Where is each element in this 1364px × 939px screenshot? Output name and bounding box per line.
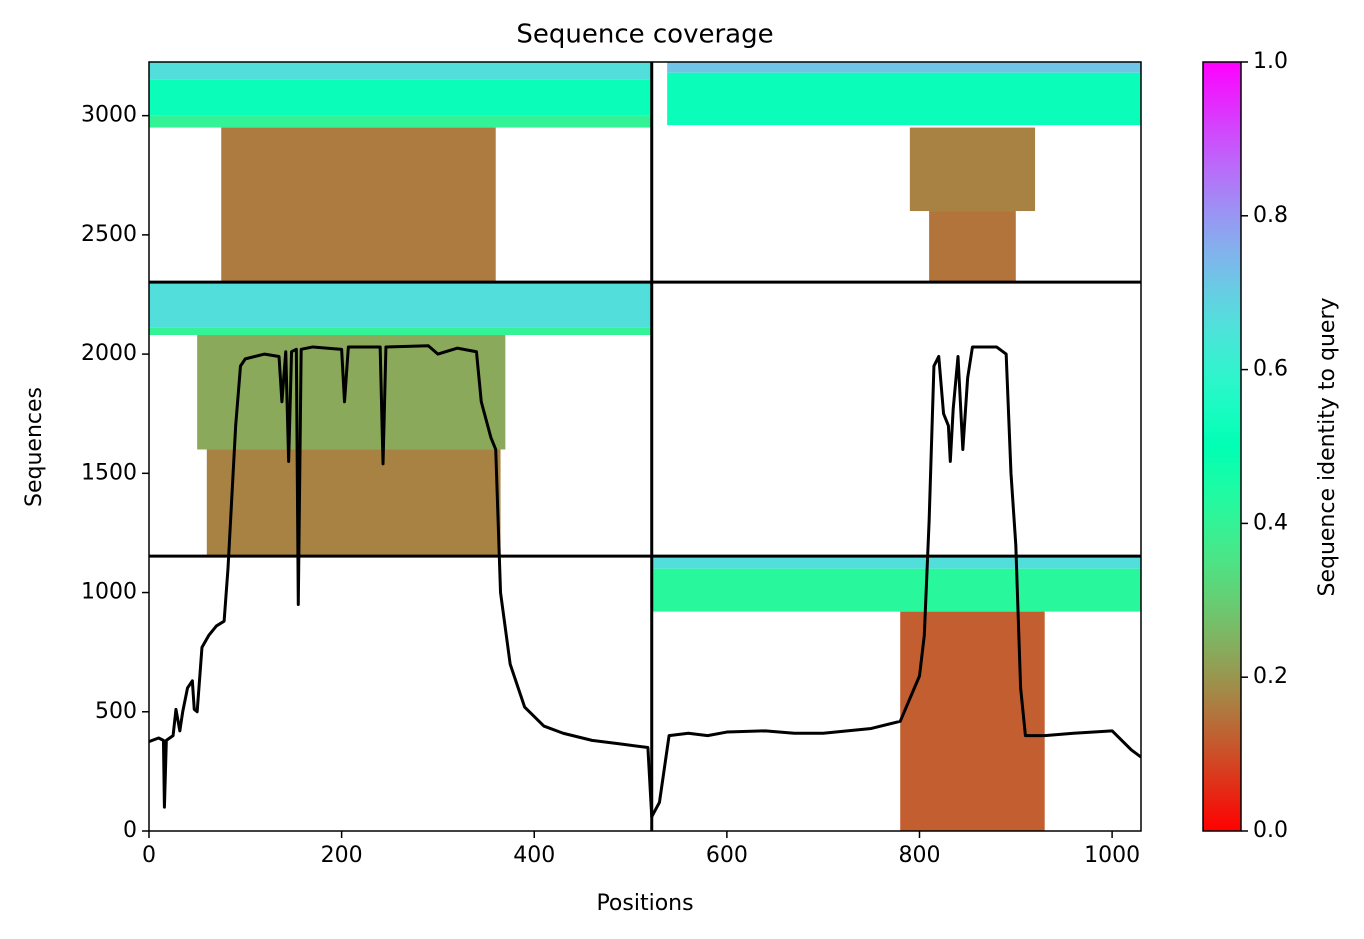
coverage-block [149, 327, 652, 336]
coverage-block [909, 127, 1036, 212]
coverage-line [149, 344, 1141, 819]
y-tick-label: 0 [123, 818, 137, 843]
colorbar-tick-label: 0.6 [1253, 357, 1288, 382]
x-axis-label: Positions [596, 891, 693, 916]
x-tick-label: 800 [898, 843, 940, 868]
coverage-block [197, 335, 506, 450]
y-tick-label: 3000 [81, 103, 137, 128]
y-tick-label: 500 [95, 699, 137, 724]
x-tick-label: 0 [142, 843, 156, 868]
y-axis-label: Sequences [22, 387, 47, 507]
chart-title: Sequence coverage [516, 20, 773, 50]
coverage-block [149, 282, 652, 328]
coverage-block [206, 449, 501, 557]
coverage-block [221, 127, 496, 283]
y-tick-label: 1000 [81, 580, 137, 605]
coverage-block [149, 79, 652, 116]
colorbar-tick-label: 1.0 [1253, 49, 1288, 74]
x-tick-label: 200 [321, 843, 363, 868]
coverage-block [651, 568, 1141, 612]
y-tick-label: 1500 [81, 460, 137, 485]
colorbar-tick-label: 0.8 [1253, 203, 1288, 228]
y-tick-label: 2000 [81, 341, 137, 366]
coverage-block [149, 62, 652, 80]
coverage-block [667, 62, 1141, 73]
colorbar-tick-label: 0.0 [1253, 818, 1288, 843]
coverage-block [929, 211, 1016, 283]
colorbar-label: Sequence identity to query [1315, 297, 1340, 596]
coverage-block [149, 115, 652, 128]
colorbar-tick-label: 0.2 [1253, 664, 1288, 689]
colorbar-tick-label: 0.4 [1253, 510, 1288, 535]
plot-area [149, 62, 1141, 831]
y-tick-label: 2500 [81, 222, 137, 247]
coverage-block [651, 556, 1141, 569]
x-tick-label: 400 [513, 843, 555, 868]
x-tick-label: 600 [706, 843, 748, 868]
plot-frame [148, 61, 1142, 832]
colorbar [1202, 61, 1242, 832]
x-tick-label: 1000 [1084, 843, 1140, 868]
coverage-block [667, 72, 1141, 126]
